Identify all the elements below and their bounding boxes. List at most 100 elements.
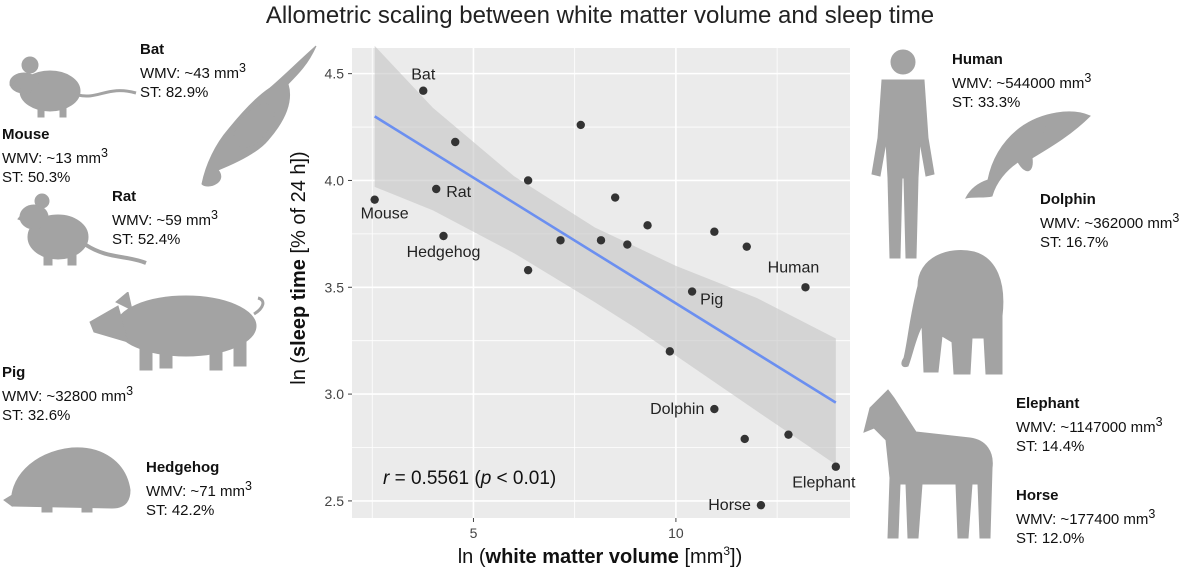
human-name: Human	[952, 51, 1003, 68]
human-info: Human WMV: ~544000 mm3 ST: 33.3%	[952, 50, 1091, 112]
elephant-st: ST: 14.4%	[1016, 438, 1085, 455]
chart-title: Allometric scaling between white matter …	[265, 2, 935, 29]
data-point	[623, 240, 632, 249]
scatter-chart: ln (sleep time [% of 24 h]) ln (white ma…	[288, 45, 856, 568]
y-tick-label: 4.5	[325, 66, 345, 82]
dolphin-st: ST: 16.7%	[1040, 234, 1109, 251]
bat-info: Bat WMV: ~43 mm3 ST: 82.9%	[140, 40, 246, 102]
pig-silhouette-icon	[88, 292, 268, 372]
dolphin-silhouette-icon	[962, 108, 1092, 204]
human-wmv: WMV: ~544000 mm	[952, 75, 1085, 92]
data-point	[523, 176, 533, 185]
y-axis-label: ln (sleep time [% of 24 h])	[288, 151, 310, 384]
dolphin-wmv-sup: 3	[1172, 211, 1180, 225]
pig-info: Pig WMV: ~32800 mm3 ST: 32.6%	[2, 363, 133, 425]
y-axis-label-bold: sleep time	[288, 259, 310, 357]
data-point	[596, 236, 606, 245]
rat-wmv: WMV: ~59 mm	[112, 212, 212, 229]
point-label-mouse: Mouse	[361, 206, 409, 223]
p-symbol: p	[480, 468, 492, 489]
data-point	[439, 231, 448, 241]
data-point	[451, 137, 460, 147]
point-label-dolphin: Dolphin	[650, 401, 704, 418]
horse-st: ST: 12.0%	[1016, 530, 1085, 547]
data-point	[665, 347, 675, 356]
y-tick-label: 3.5	[325, 279, 345, 295]
point-label-rat: Rat	[446, 184, 471, 201]
data-point	[687, 287, 697, 296]
pig-st: ST: 32.6%	[2, 407, 71, 424]
mouse-silhouette-icon	[8, 55, 138, 120]
y-axis-label-prefix: ln (	[288, 357, 310, 385]
r-symbol: r	[383, 468, 390, 489]
p-value: < 0.01)	[491, 468, 556, 489]
horse-wmv: WMV: ~177400 mm	[1016, 511, 1149, 528]
rat-info: Rat WMV: ~59 mm3 ST: 52.4%	[112, 187, 218, 249]
data-point	[432, 184, 441, 194]
x-axis-label-bold: white matter volume	[485, 546, 679, 568]
hedgehog-silhouette-icon	[2, 440, 132, 515]
regression-line	[373, 115, 837, 404]
mouse-info: Mouse WMV: ~13 mm3 ST: 50.3%	[2, 125, 108, 187]
x-axis-label-prefix: ln (	[458, 546, 486, 568]
horse-wmv-sup: 3	[1148, 507, 1156, 521]
hedgehog-wmv-sup: 3	[245, 479, 252, 493]
mouse-wmv-sup: 3	[101, 146, 108, 160]
pig-wmv: WMV: ~32800 mm	[2, 388, 127, 405]
rat-silhouette-icon	[8, 193, 148, 268]
point-label-horse: Horse	[708, 497, 751, 514]
data-point	[831, 462, 841, 471]
dolphin-info: Dolphin WMV: ~362000 mm3 ST: 16.7%	[1040, 190, 1179, 252]
hedgehog-info: Hedgehog WMV: ~71 mm3 ST: 42.2%	[146, 458, 252, 520]
data-point	[801, 283, 810, 292]
pig-name: Pig	[2, 364, 26, 381]
data-point	[370, 195, 379, 204]
data-point	[740, 434, 749, 444]
horse-info: Horse WMV: ~177400 mm3 ST: 12.0%	[1016, 486, 1155, 548]
data-point	[710, 227, 719, 236]
data-point	[576, 120, 585, 130]
elephant-info: Elephant WMV: ~1147000 mm3 ST: 14.4%	[1016, 394, 1163, 456]
r-value: = 0.5561 (	[389, 468, 481, 489]
elephant-name: Elephant	[1016, 395, 1080, 412]
elephant-wmv-sup: 3	[1155, 415, 1163, 429]
bat-name: Bat	[140, 41, 165, 58]
y-tick-label: 3.0	[325, 386, 345, 402]
data-point	[643, 221, 652, 230]
data-point	[784, 430, 793, 439]
x-tick-label: 10	[668, 525, 684, 541]
mouse-st: ST: 50.3%	[2, 169, 71, 186]
x-axis-label-suffix: ])	[730, 546, 742, 568]
bat-st: ST: 82.9%	[140, 84, 209, 101]
point-label-elephant: Elephant	[792, 475, 856, 492]
mouse-name: Mouse	[2, 126, 50, 143]
data-point	[419, 86, 428, 95]
point-label-human: Human	[768, 259, 820, 276]
confidence-band	[374, 45, 836, 465]
data-point	[710, 404, 719, 414]
horse-silhouette-icon	[860, 388, 1000, 543]
hedgehog-wmv: WMV: ~71 mm	[146, 483, 246, 500]
dolphin-wmv: WMV: ~362000 mm	[1040, 215, 1173, 232]
bat-wmv-sup: 3	[239, 61, 246, 75]
data-point	[523, 265, 533, 275]
x-axis-label-sup: 3	[723, 544, 730, 558]
pig-wmv-sup: 3	[126, 384, 134, 398]
dolphin-name: Dolphin	[1040, 191, 1096, 208]
x-axis-label-unit: [mm	[679, 546, 723, 568]
y-axis-label-suffix: [% of 24 h])	[288, 151, 310, 259]
human-st: ST: 33.3%	[952, 94, 1021, 111]
data-point	[610, 193, 620, 202]
data-point	[556, 236, 565, 245]
data-point	[756, 500, 766, 510]
bat-silhouette-icon	[198, 44, 318, 194]
point-label-hedgehog: Hedgehog	[407, 244, 481, 261]
rat-name: Rat	[112, 188, 137, 205]
x-tick-label: 5	[470, 525, 478, 541]
point-label-pig: Pig	[700, 292, 723, 309]
elephant-wmv: WMV: ~1147000 mm	[1016, 419, 1156, 436]
human-wmv-sup: 3	[1084, 71, 1092, 85]
correlation-annotation: r = 0.5561 (p < 0.01)	[383, 468, 556, 489]
bat-wmv: WMV: ~43 mm	[140, 65, 240, 82]
horse-name: Horse	[1016, 487, 1059, 504]
